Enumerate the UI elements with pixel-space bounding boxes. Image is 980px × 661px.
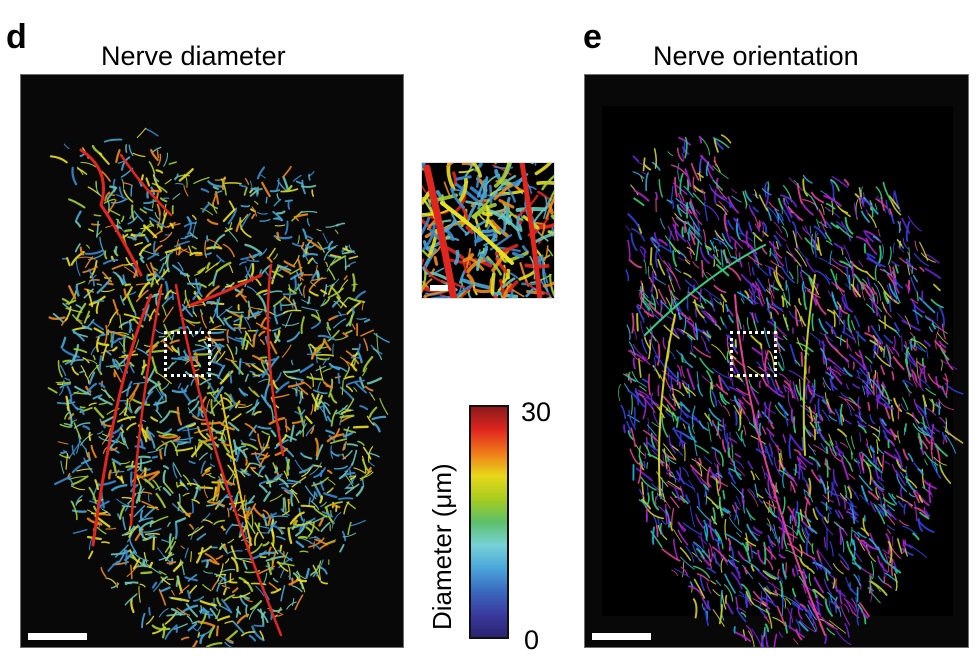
diameter-colorbar [469,405,509,639]
inset-scale-bar [430,285,448,291]
nerve-network-orientation [618,134,964,647]
nerve-diameter-image [20,74,404,648]
zoom-inset-image [421,162,555,299]
panel-title-e: Nerve orientation [653,41,859,71]
panel-letter-d: d [6,18,27,56]
region-of-interest-box [730,331,777,377]
panel-title-d: Nerve diameter [101,41,286,71]
nerve-network-diameter [47,127,390,647]
scale-bar [592,633,651,640]
region-of-interest-box [164,331,211,377]
panel-letter-e: e [583,18,602,56]
colorbar-label: Diameter (μm) [427,463,457,630]
colorbar-max-label: 30 [521,397,552,427]
colorbar-min-label: 0 [524,625,540,655]
nerve-orientation-image [584,74,969,648]
inset-nerve-network [422,163,554,298]
scale-bar [28,633,87,640]
